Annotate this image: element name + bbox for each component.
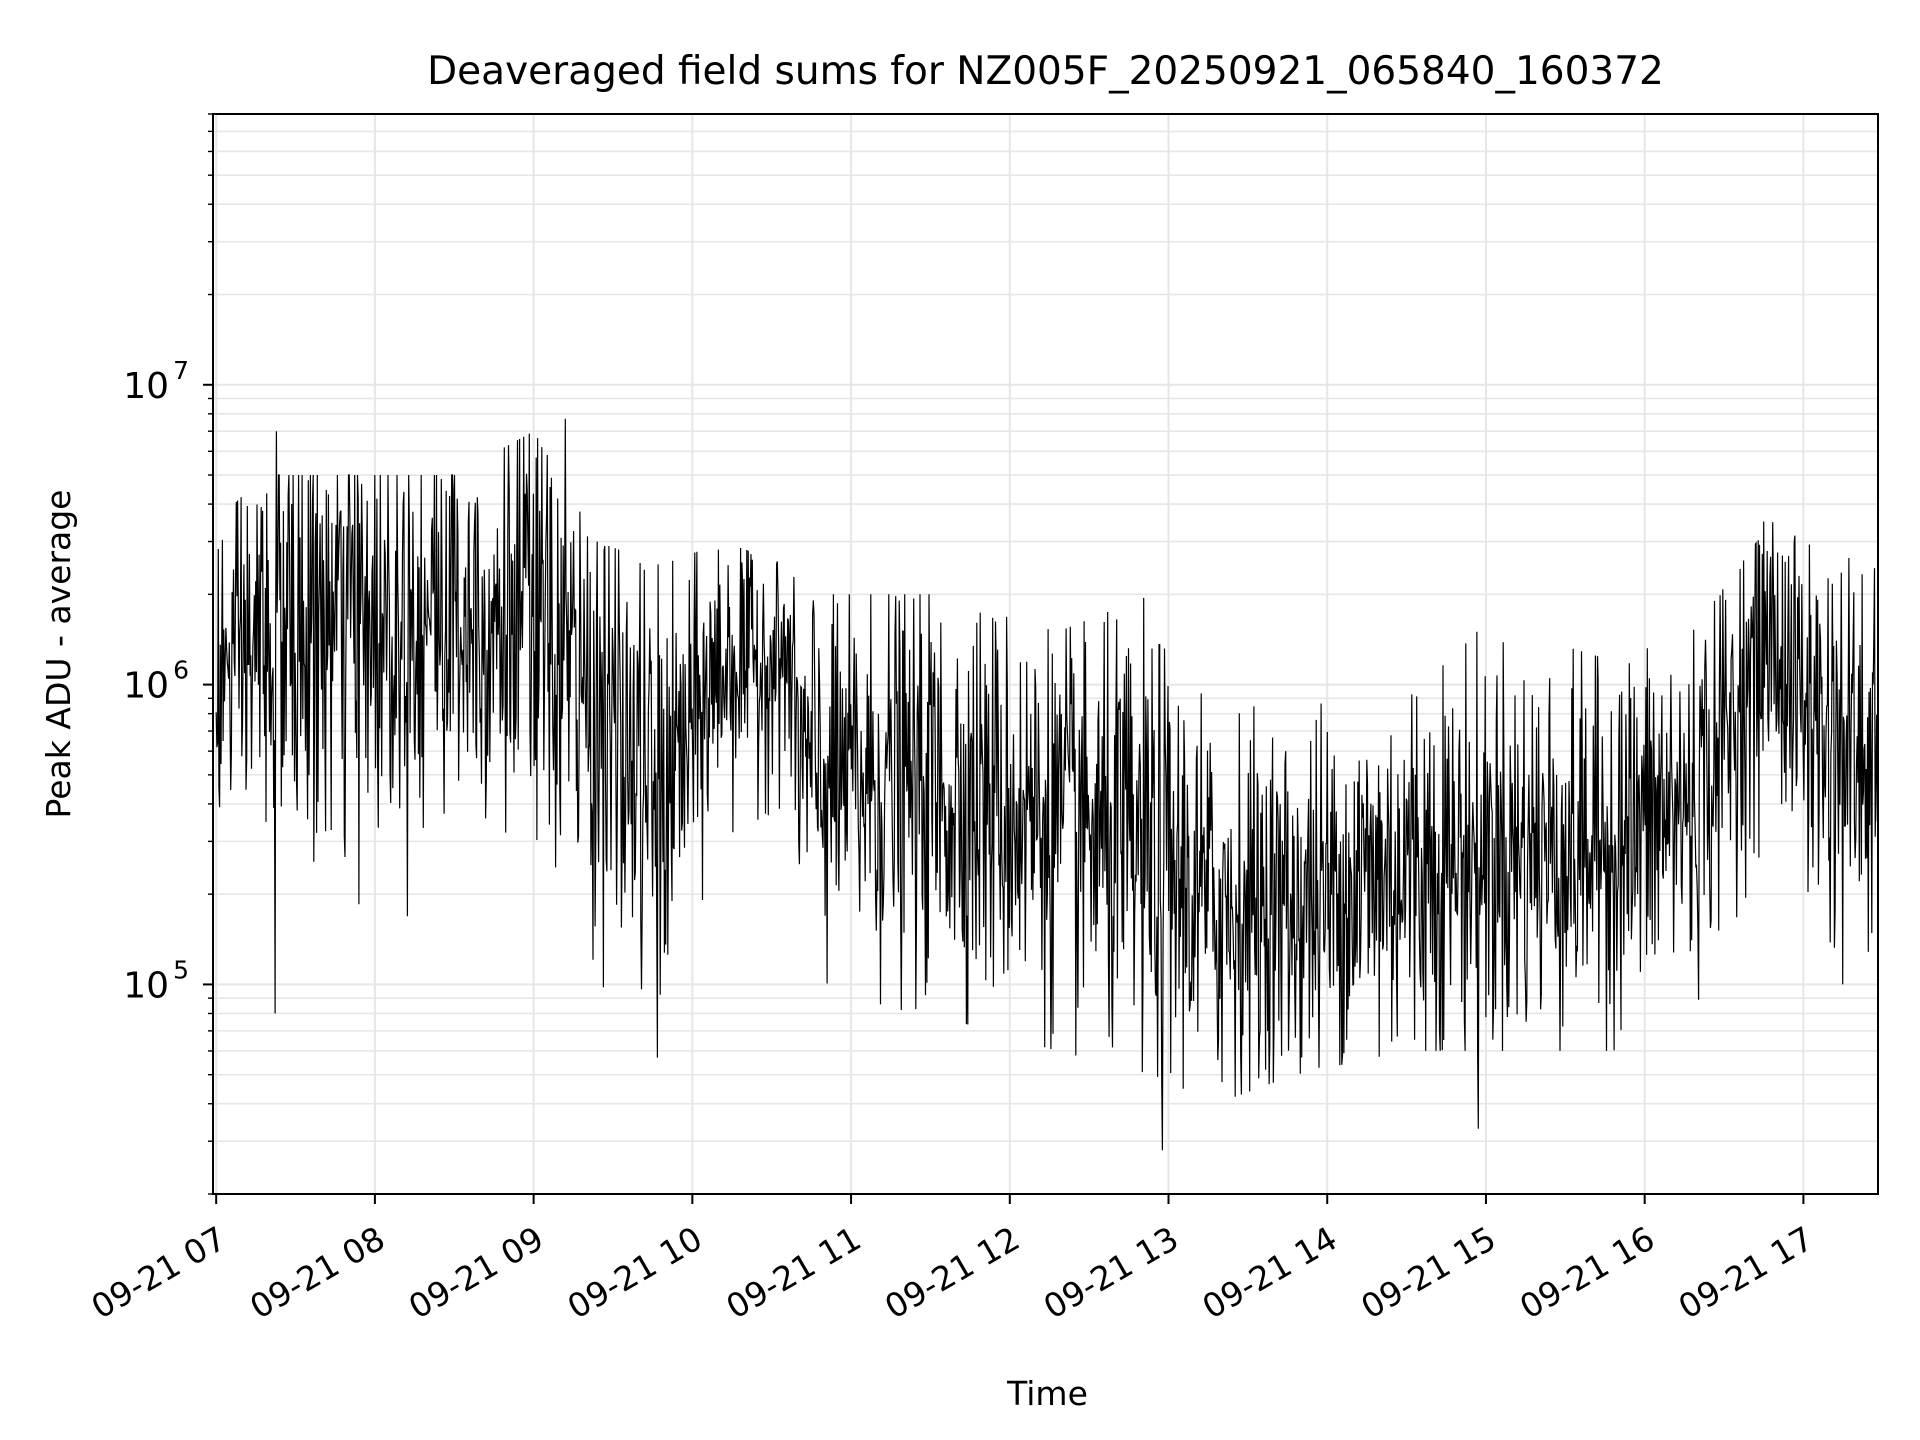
y-tick-label: 10 [123,366,169,407]
y-tick-label-exponent: 5 [173,955,189,984]
y-tick-label-exponent: 6 [173,656,189,685]
data-series [215,418,1878,1151]
x-axis-label: Time [1006,1374,1088,1413]
series-line [215,418,1878,1151]
y-tick-label: 10 [123,666,169,707]
plot-frame [212,113,1879,1195]
y-tick-label-exponent: 7 [173,356,189,385]
chart-title: Deaveraged field sums for NZ005F_2025092… [427,49,1664,94]
y-tick-label: 10 [123,965,169,1006]
y-axis-label: Peak ADU - average [39,490,78,819]
